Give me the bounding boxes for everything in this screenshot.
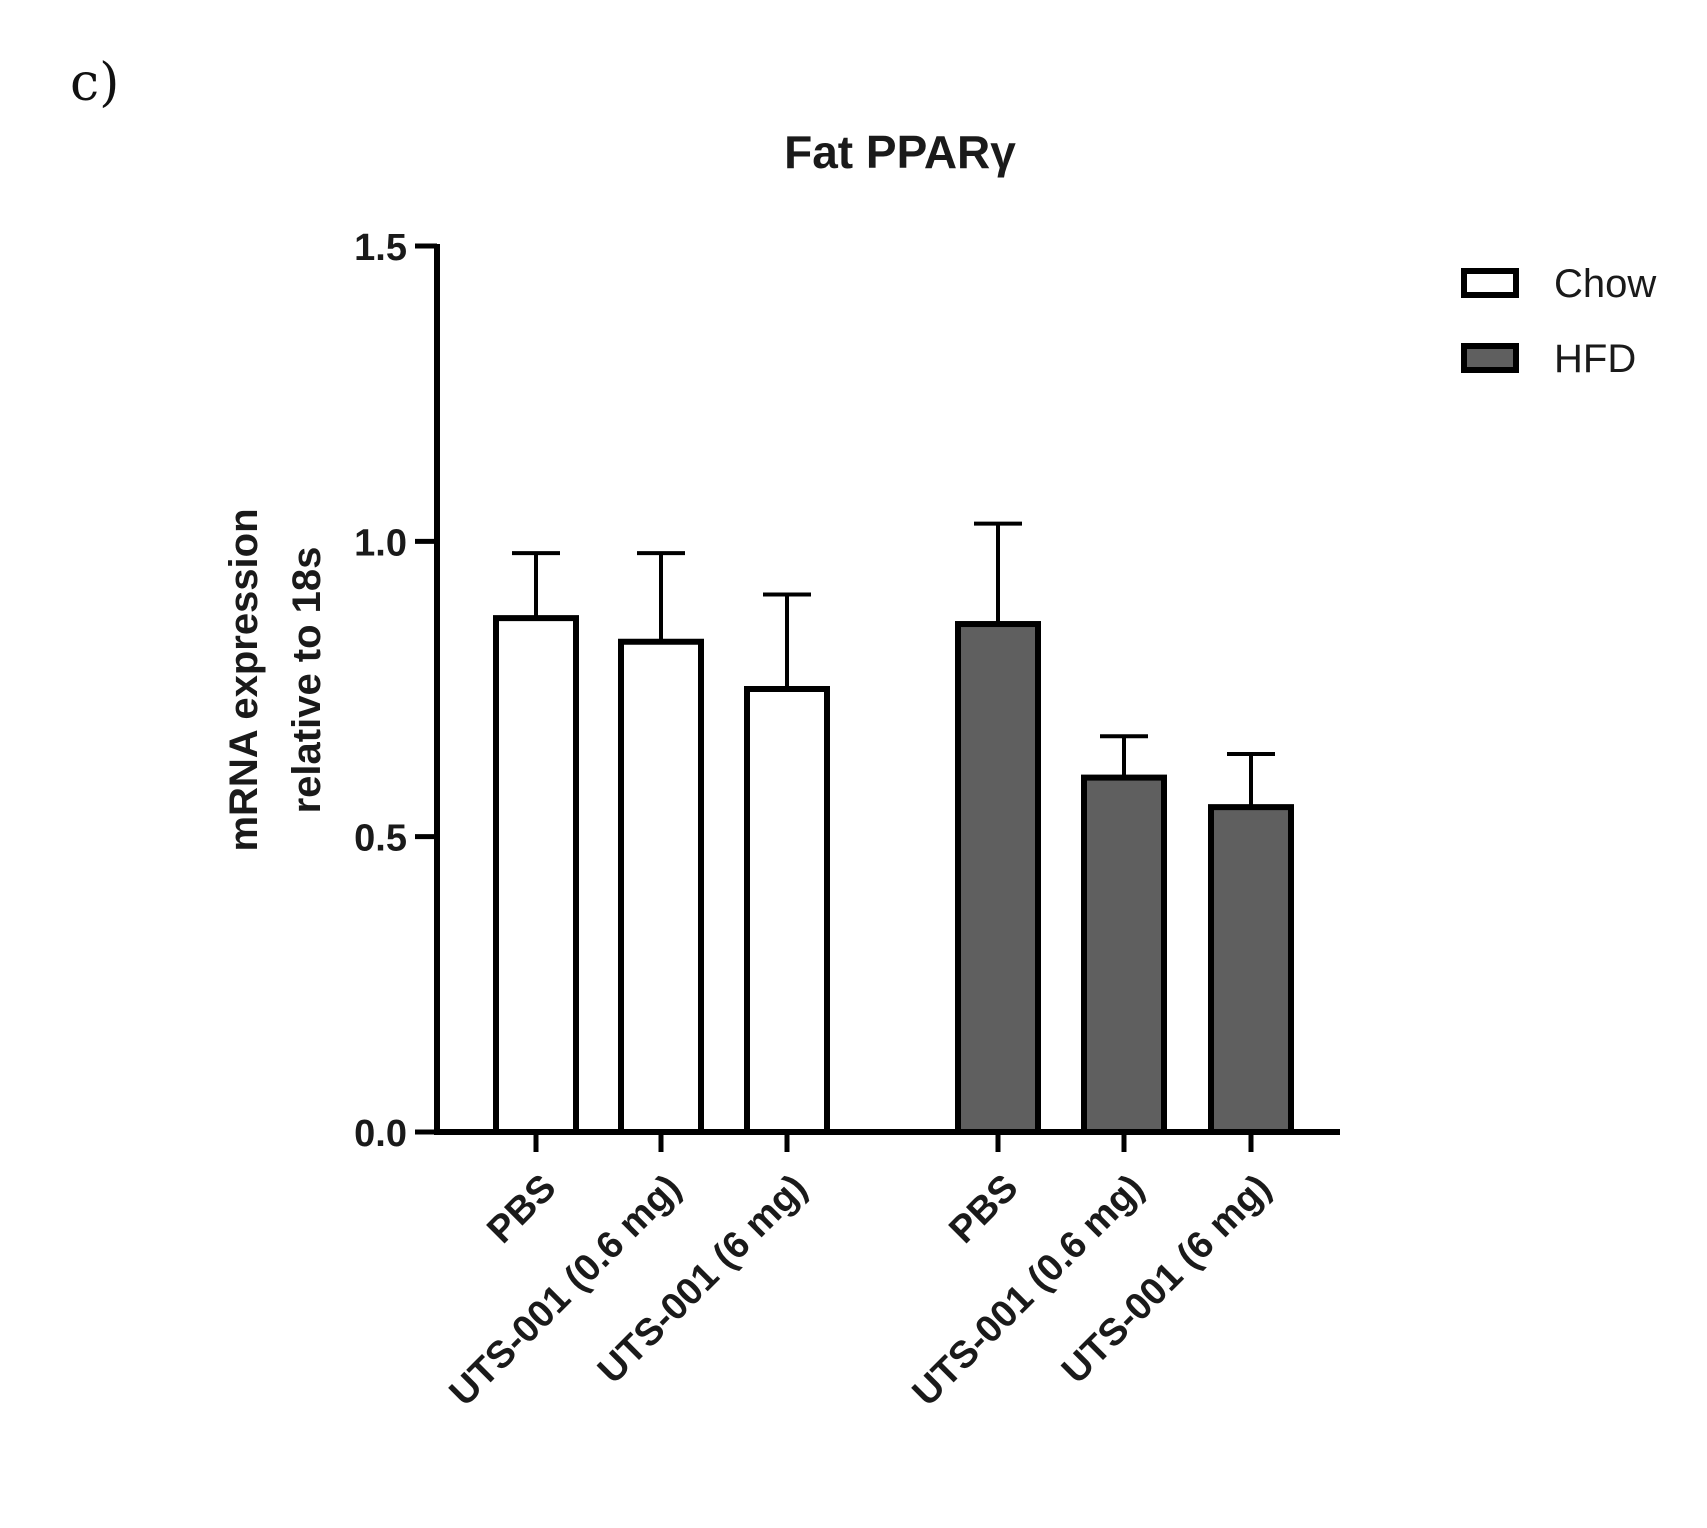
category-label: PBS bbox=[479, 1167, 564, 1252]
category-label: UTS-001 (6 mg) bbox=[590, 1167, 815, 1392]
y-tick-label: 1.0 bbox=[354, 522, 407, 564]
y-tick-label: 1.5 bbox=[354, 227, 407, 269]
x-ticks bbox=[533, 1132, 1254, 1152]
y-ticks: 0.0 0.5 1.0 1.5 bbox=[354, 227, 437, 1155]
y-axis-label-line-2: relative to 18s bbox=[285, 547, 329, 814]
error-bars bbox=[512, 521, 1275, 808]
y-tick-label: 0.5 bbox=[354, 818, 407, 860]
legend-swatch-hfd bbox=[1461, 343, 1519, 373]
y-tick-label: 0.0 bbox=[354, 1113, 407, 1155]
bar-chow bbox=[493, 615, 579, 1135]
legend-swatch-chow bbox=[1461, 268, 1519, 298]
bar-hfd bbox=[955, 621, 1041, 1135]
bar-hfd bbox=[1208, 804, 1294, 1136]
y-axis-label-line-1: mRNA expression bbox=[222, 508, 266, 851]
category-label: PBS bbox=[941, 1167, 1026, 1252]
category-label: UTS-001 (0.6 mg) bbox=[442, 1167, 690, 1415]
bar-chow bbox=[744, 686, 830, 1135]
bar-chow bbox=[618, 638, 704, 1135]
chart-title: Fat PPARγ bbox=[784, 126, 1016, 178]
legend: Chow HFD bbox=[1461, 262, 1656, 381]
bars bbox=[493, 615, 1294, 1136]
category-label: UTS-001 (0.6 mg) bbox=[905, 1167, 1153, 1415]
y-axis-label: mRNA expression relative to 18s bbox=[222, 508, 329, 851]
panel-label: c) bbox=[70, 53, 119, 113]
bar-hfd bbox=[1081, 774, 1167, 1135]
legend-label-chow: Chow bbox=[1554, 262, 1656, 306]
axes bbox=[434, 244, 1340, 1135]
legend-label-hfd: HFD bbox=[1554, 337, 1636, 381]
